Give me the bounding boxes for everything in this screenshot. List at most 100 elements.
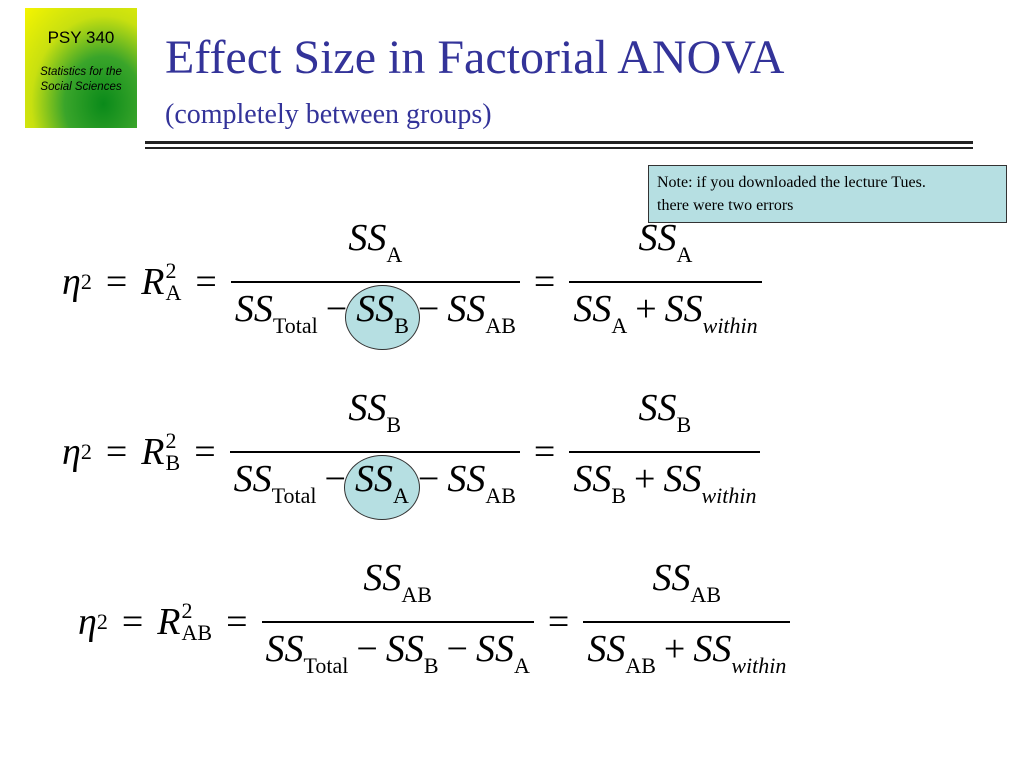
- fraction: SSB SSB + SSwithin: [569, 382, 761, 522]
- symbol: SS: [475, 628, 514, 670]
- slide-title: Effect Size in Factorial ANOVA: [165, 31, 785, 84]
- numerator: SSAB: [359, 552, 436, 621]
- equals: =: [121, 601, 144, 643]
- symbol: SS: [587, 628, 626, 670]
- symbol: SS: [233, 458, 272, 500]
- subscript: AB: [485, 313, 516, 338]
- subscript: B: [611, 483, 626, 508]
- equals: =: [547, 601, 570, 643]
- subscript: AB: [485, 483, 516, 508]
- symbol: η: [62, 261, 81, 303]
- superscript: 2: [96, 609, 108, 634]
- numerator: SSA: [635, 212, 697, 281]
- symbol: SS: [348, 217, 387, 259]
- subscript: AB: [401, 582, 432, 607]
- fraction-bar: [230, 281, 520, 283]
- numerator: SSAB: [649, 552, 726, 621]
- symbol: SS: [385, 628, 424, 670]
- note-text: there were two errors: [657, 197, 794, 214]
- subscript: B: [676, 412, 692, 437]
- subscript: B: [394, 313, 409, 338]
- subscript: A: [165, 280, 182, 305]
- term: SSA: [573, 283, 627, 352]
- equation: η 2 = R 2 B = SSB SSTotal − SSA − SSAB = SSB SSB + SSwith…: [62, 382, 761, 522]
- term: SSA: [348, 212, 402, 281]
- equals: =: [194, 431, 216, 473]
- operator: +: [635, 288, 657, 330]
- symbol: η: [62, 431, 81, 473]
- subscript: within: [702, 313, 758, 338]
- term: SSAB: [363, 552, 432, 621]
- superscript: 2: [165, 258, 177, 283]
- subscript: A: [676, 242, 693, 267]
- operator: −: [356, 628, 378, 670]
- symbol: SS: [573, 458, 612, 500]
- symbol: SS: [265, 628, 304, 670]
- term: SSB: [348, 382, 401, 451]
- subscript: A: [611, 313, 628, 338]
- operator: +: [634, 458, 656, 500]
- denominator: SSTotal − SSA − SSAB: [230, 453, 520, 522]
- term: SSAB: [653, 552, 722, 621]
- subscript: B: [386, 412, 402, 437]
- term: SSB: [573, 453, 626, 522]
- numerator: SSA: [344, 212, 406, 281]
- symbol: SS: [356, 288, 395, 330]
- symbol: SS: [664, 288, 703, 330]
- term: SSB: [639, 382, 692, 451]
- sub-sup: 2 AB: [182, 600, 213, 644]
- term: SSTotal: [235, 283, 318, 352]
- denominator: SSA + SSwithin: [569, 283, 761, 352]
- equals: =: [105, 261, 128, 303]
- slide-subtitle: (completely between groups): [165, 99, 492, 130]
- symbol: R: [141, 261, 165, 303]
- symbol: SS: [638, 217, 677, 259]
- term: SSA: [343, 455, 420, 520]
- equals: =: [533, 431, 556, 473]
- denominator: SSTotal − SSB − SSA: [262, 623, 534, 692]
- equals: =: [533, 261, 556, 303]
- subscript: Total: [271, 483, 317, 508]
- fraction-bar: [229, 451, 520, 453]
- term: SSAB: [447, 453, 516, 522]
- note-box: Note: if you downloaded the lecture Tues…: [648, 165, 1007, 223]
- term: SSB: [345, 285, 420, 350]
- superscript: 2: [181, 598, 193, 623]
- logo-text: Statistics for the: [40, 66, 122, 78]
- equals: =: [195, 261, 217, 303]
- subscript: Total: [272, 313, 318, 338]
- symbol: R: [157, 601, 181, 643]
- numerator: SSB: [344, 382, 405, 451]
- symbol: η: [78, 601, 97, 643]
- term: SSwithin: [665, 283, 758, 352]
- term: SSA: [476, 623, 530, 692]
- subscript: B: [423, 653, 439, 678]
- fraction: SSA SSTotal − SSB − SSAB: [230, 212, 520, 352]
- term: SSB: [386, 623, 439, 692]
- fraction: SSB SSTotal − SSA − SSAB: [229, 382, 520, 522]
- superscript: 2: [80, 269, 92, 294]
- term: SSwithin: [693, 623, 786, 692]
- term: SSwithin: [663, 453, 756, 522]
- symbol: SS: [638, 387, 677, 429]
- term: SSTotal: [234, 453, 317, 522]
- logo-text: Social Sciences: [40, 81, 122, 93]
- subscript: within: [701, 483, 757, 508]
- fraction-bar: [569, 281, 762, 283]
- course-code: PSY 340: [47, 28, 115, 47]
- term: SSA: [639, 212, 693, 281]
- subscript: B: [165, 450, 181, 475]
- operator: −: [325, 288, 348, 330]
- fraction: SSAB SSAB + SSwithin: [583, 552, 791, 692]
- term: SSTotal: [266, 623, 349, 692]
- operator: −: [417, 288, 440, 330]
- course-logo: PSY 340 Statistics for the Social Scienc…: [25, 8, 137, 128]
- subscript: AB: [625, 653, 656, 678]
- subscript: AB: [690, 582, 722, 607]
- symbol: SS: [363, 557, 402, 599]
- numerator: SSB: [635, 382, 696, 451]
- subscript: AB: [181, 620, 213, 645]
- denominator: SSAB + SSwithin: [583, 623, 790, 692]
- symbol: SS: [447, 458, 486, 500]
